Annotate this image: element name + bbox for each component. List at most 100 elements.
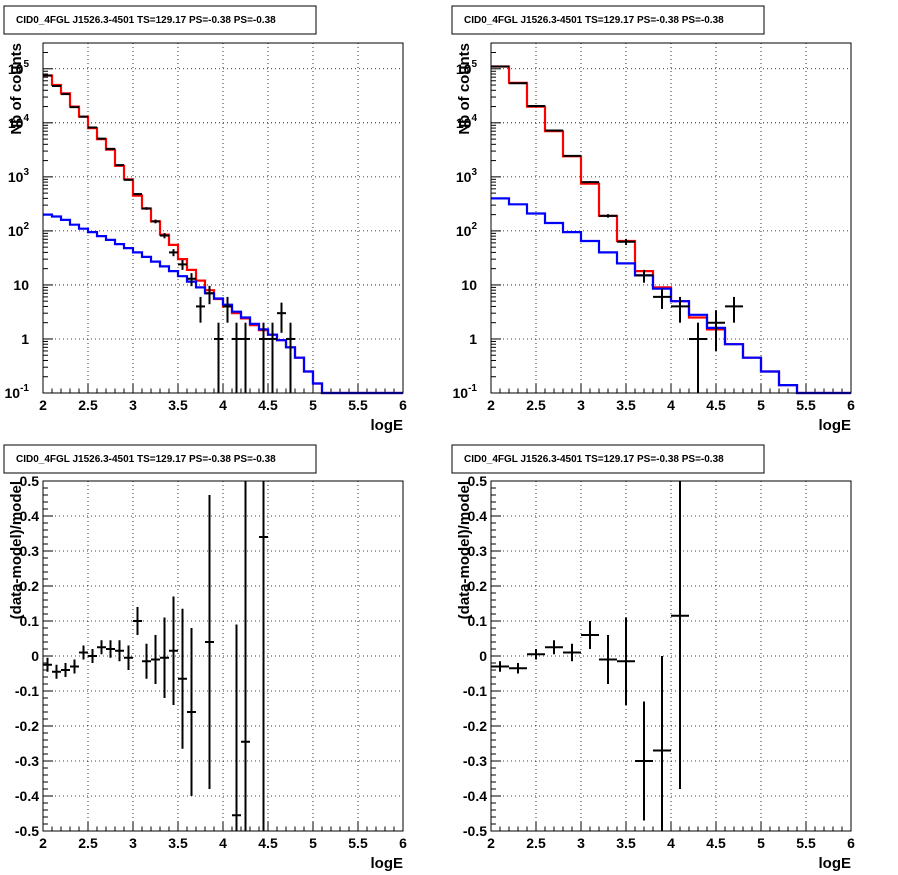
data-point (79, 645, 88, 660)
x-tick-label: 2.5 (78, 397, 98, 413)
y-tick-label: 10-1 (5, 383, 30, 401)
x-tick-label: 3.5 (168, 397, 188, 413)
plot-frame (42, 480, 404, 832)
x-tick-label: 5.5 (348, 397, 368, 413)
data-point (115, 640, 124, 662)
x-tick-label: 5 (309, 835, 317, 851)
data-point (43, 657, 52, 672)
data-point (52, 85, 61, 88)
x-tick-label: 5 (309, 397, 317, 413)
x-axis-label: logE (819, 417, 852, 434)
x-tick-label: 6 (399, 397, 407, 413)
data-point (563, 643, 581, 662)
data-point (97, 137, 106, 140)
y-tick-label: 0.2 (20, 578, 40, 594)
x-tick-label: 3.5 (616, 397, 636, 413)
data-point (268, 322, 277, 393)
x-tick-label: 2 (487, 835, 495, 851)
data-point (205, 285, 214, 305)
y-tick-label: -0.1 (463, 683, 487, 699)
data-point (259, 322, 268, 393)
y-axis-label: Nb of counts (8, 43, 25, 135)
y-tick-label: 0.3 (468, 543, 488, 559)
y-tick-label: 105 (456, 59, 478, 77)
data-point (491, 661, 509, 672)
chart-title-box: CID0_4FGL J1526.3-4501 TS=129.17 PS=-0.3… (3, 444, 317, 474)
data-point (178, 259, 187, 270)
data-point (70, 106, 79, 109)
y-axis-label: Nb of counts (456, 43, 473, 135)
y-axis-label: (data-model)/model (456, 481, 473, 619)
data-point (232, 322, 241, 393)
y-tick-label: -0.4 (15, 788, 39, 804)
y-tick-label: 0.5 (468, 473, 488, 489)
x-axis-label: logE (371, 855, 404, 872)
x-tick-label: 3 (577, 397, 585, 413)
data-point (187, 273, 196, 287)
x-axis-label: logE (819, 855, 852, 872)
chart-title: CID0_4FGL J1526.3-4501 TS=129.17 PS=-0.3… (464, 15, 724, 26)
plot-frame (490, 42, 852, 394)
data-point (223, 296, 232, 323)
data-point (142, 207, 151, 210)
x-tick-label: 2.5 (526, 835, 546, 851)
data-point (241, 481, 250, 831)
x-tick-label: 5 (757, 835, 765, 851)
data-point (187, 628, 196, 796)
data-point (635, 701, 653, 821)
y-tick-label: 0.2 (468, 578, 488, 594)
data-point (169, 596, 178, 705)
x-tick-label: 4 (219, 835, 227, 851)
data-point (196, 296, 205, 323)
y-tick-label: 103 (8, 167, 30, 185)
data-point (160, 617, 169, 698)
x-tick-label: 3 (577, 835, 585, 851)
data-point (563, 154, 581, 157)
x-tick-label: 2 (39, 835, 47, 851)
y-tick-label: 102 (8, 221, 30, 239)
y-tick-label: 0.3 (20, 543, 40, 559)
series-line-background-model (43, 213, 403, 395)
data-point (671, 296, 689, 323)
data-point (151, 219, 160, 224)
y-tick-label: 105 (8, 59, 30, 77)
title-border (451, 444, 765, 474)
data-point (707, 310, 725, 351)
data-point (133, 193, 142, 196)
data-point (70, 659, 79, 674)
y-tick-label: -0.2 (463, 718, 487, 734)
data-point (106, 640, 115, 658)
x-tick-label: 4.5 (258, 397, 278, 413)
chart-panel-bottom-left: CID0_4FGL J1526.3-4501 TS=129.17 PS=-0.3… (3, 444, 407, 872)
data-point (97, 640, 106, 655)
data-point (527, 649, 545, 660)
data-point (169, 249, 178, 257)
data-point (653, 289, 671, 309)
y-tick-label: -0.5 (15, 823, 39, 839)
data-point (133, 607, 142, 635)
chart-title: CID0_4FGL J1526.3-4501 TS=129.17 PS=-0.3… (16, 15, 276, 26)
data-point (545, 129, 563, 132)
x-tick-label: 4.5 (258, 835, 278, 851)
data-point (52, 664, 61, 679)
x-tick-label: 5 (757, 397, 765, 413)
data-point (88, 126, 97, 129)
data-point (599, 214, 617, 218)
x-tick-label: 5.5 (796, 397, 816, 413)
data-point (205, 495, 214, 789)
y-tick-label: 0 (31, 648, 39, 664)
data-point (151, 635, 160, 684)
data-point (232, 624, 241, 831)
x-tick-label: 4 (667, 835, 675, 851)
x-tick-label: 4.5 (706, 835, 726, 851)
y-tick-label: -0.3 (463, 753, 487, 769)
plot-frame (490, 480, 852, 832)
x-tick-label: 5.5 (796, 835, 816, 851)
y-tick-label: 0.1 (468, 613, 488, 629)
y-tick-label: 104 (456, 113, 478, 131)
y-tick-label: 0.4 (20, 508, 40, 524)
y-tick-label: -0.3 (15, 753, 39, 769)
data-point (527, 104, 545, 107)
data-point (142, 643, 151, 679)
